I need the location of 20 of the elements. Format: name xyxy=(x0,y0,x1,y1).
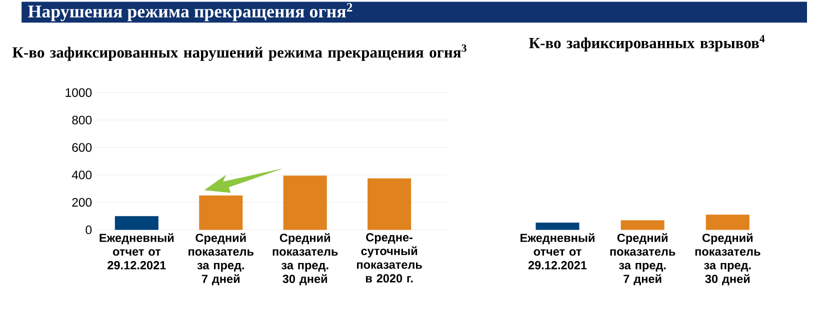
y-tick-label: 1000 xyxy=(66,88,92,97)
chart-title: К-во зафиксированных нарушений режима прекращения огня$^{3}$ xyxy=(12,44,466,61)
text: Нарушения режима прекращения огня$^{2}$ xyxy=(28,3,352,22)
x-tick-label: Средний показатель за пред. 30 дней xyxy=(695,233,760,286)
x-tick-label: Средний показатель за пред. 7 дней xyxy=(188,233,254,286)
x-tick-label: Ежедневный отчет от 29.12.2021 xyxy=(100,233,174,270)
bar xyxy=(199,195,243,230)
bar xyxy=(368,178,412,230)
x-tick-label: Средний показатель за пред. 30 дней xyxy=(272,233,338,286)
y-tick-label: 200 xyxy=(72,198,92,207)
bar xyxy=(114,216,158,230)
x-tick-label: Средне-суточный показатель в 2020 г. xyxy=(357,233,422,282)
bar xyxy=(283,176,327,230)
chart-title: К-во зафиксированных взрывов$^{4}$ xyxy=(529,34,765,52)
y-tick-label: 400 xyxy=(72,170,92,180)
y-tick-label: 600 xyxy=(72,143,92,152)
x-tick-label: Средний показатель за пред. 7 дней xyxy=(610,233,676,286)
y-tick-label: 0 xyxy=(86,225,92,234)
y-tick-label: 800 xyxy=(72,116,92,124)
x-tick-label: Ежедневный отчет от 29.12.2021 xyxy=(520,233,594,270)
